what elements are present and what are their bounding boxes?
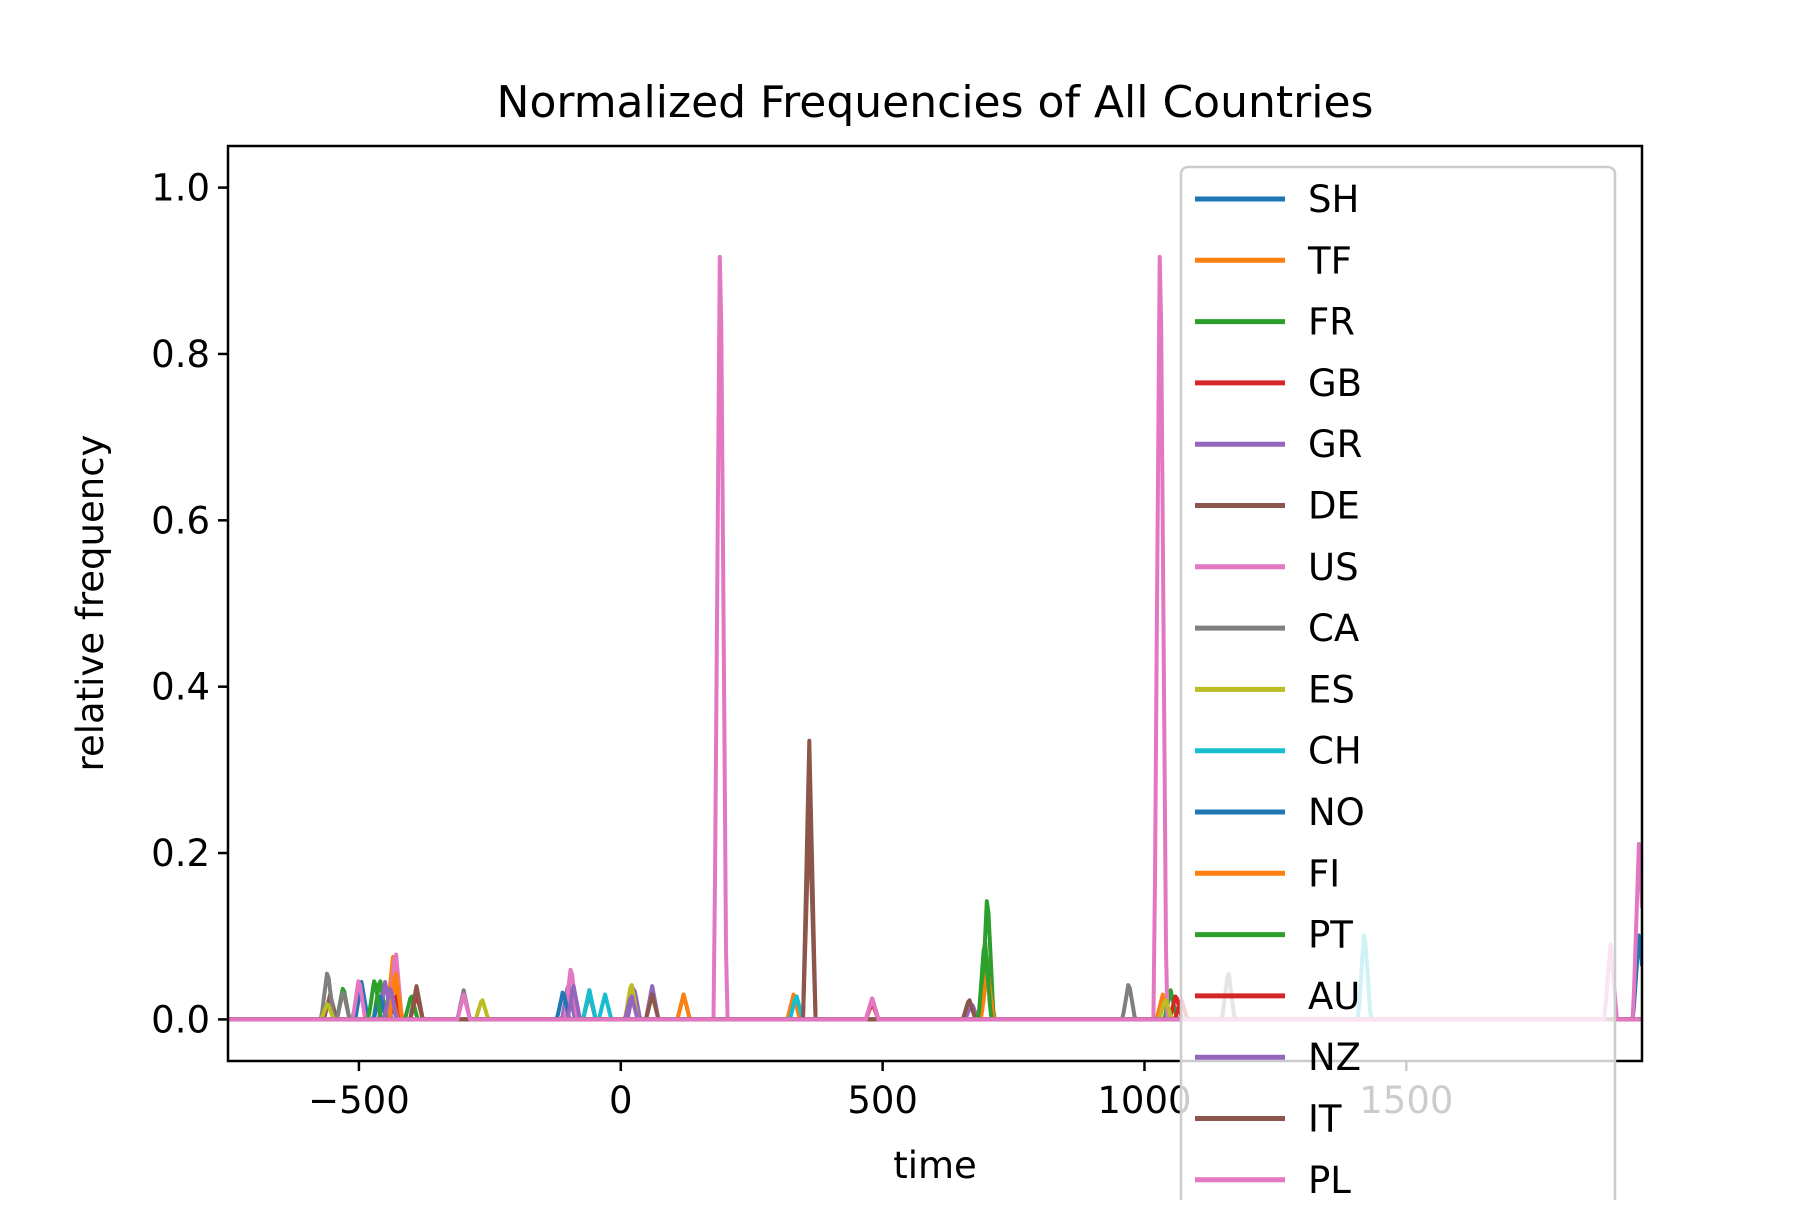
legend-entry-de: DE [1308, 485, 1360, 528]
legend-entry-fr: FR [1308, 301, 1355, 344]
x-axis-ticks: −500050010001500 [308, 1061, 1453, 1122]
y-tick-label: 1.0 [151, 167, 210, 210]
legend-box [1179, 165, 1617, 1205]
legend-entry-it: IT [1308, 1098, 1342, 1141]
x-tick-label: −500 [308, 1079, 410, 1122]
legend-entry-nz: NZ [1308, 1036, 1361, 1079]
legend-entry-au: AU [1308, 975, 1360, 1018]
legend-entry-fi: FI [1308, 852, 1340, 895]
legend-entry-es: ES [1308, 668, 1355, 711]
legend-entry-no: NO [1308, 791, 1365, 834]
y-tick-label: 0.2 [151, 832, 210, 875]
y-tick-label: 0.4 [151, 666, 210, 709]
y-axis-label: relative frequency [69, 435, 112, 772]
legend-entry-tf: TF [1307, 239, 1352, 282]
y-tick-label: 0.8 [151, 333, 210, 376]
y-tick-label: 0.0 [151, 998, 210, 1041]
legend-entry-ch: CH [1308, 730, 1362, 773]
legend-entry-pl: PL [1308, 1159, 1351, 1200]
x-axis-label: time [893, 1144, 977, 1187]
x-tick-label: 500 [847, 1079, 918, 1122]
y-axis-ticks: 0.0 0.2 0.4 0.6 0.8 1.0 [151, 167, 228, 1041]
legend-entry-us: US [1308, 546, 1359, 589]
legend-entry-gr: GR [1308, 423, 1362, 466]
y-tick-label: 0.6 [151, 499, 210, 542]
chart-title: Normalized Frequencies of All Countries [497, 77, 1374, 128]
x-tick-label: 1000 [1097, 1079, 1191, 1122]
legend-entry-pt: PT [1308, 914, 1353, 957]
legend-entry-ca: CA [1308, 607, 1359, 650]
plot-frame [226, 144, 1644, 1063]
x-tick-label: 0 [609, 1079, 633, 1122]
legend: SH TF FR GB GR DE US CA ES CH NO FI PT AU NZ IT PL [1179, 165, 1617, 1205]
legend-entry-gb: GB [1308, 362, 1362, 405]
legend-entry-sh: SH [1308, 178, 1359, 221]
